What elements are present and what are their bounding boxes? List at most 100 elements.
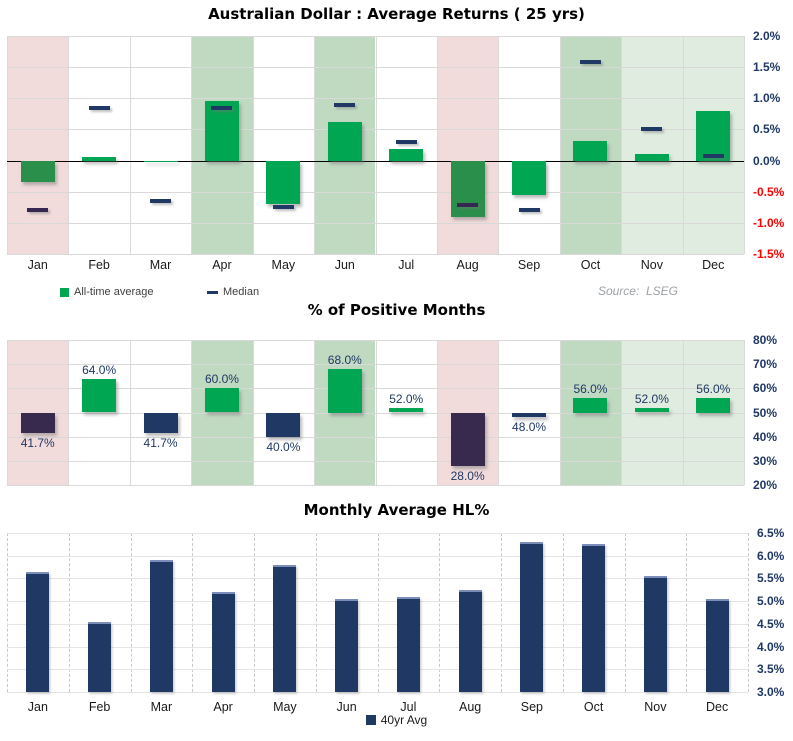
month-label-nov: Nov: [644, 700, 667, 714]
ytick-6.5%: 6.5%: [757, 526, 785, 540]
gridline-3.5%: [7, 669, 748, 671]
ytick-40%: 40%: [753, 429, 778, 444]
column-separator: [68, 36, 70, 254]
hl-bar-feb: [88, 621, 112, 692]
avg-bar-jan: [20, 160, 55, 183]
column-separator: [686, 533, 688, 692]
pct-label-jun: 68.0%: [327, 353, 362, 367]
month-label-aug: Aug: [456, 258, 479, 272]
ytick--1.5%: -1.5%: [753, 247, 785, 261]
gridline-70%: [7, 364, 744, 366]
gridline-5.0%: [7, 601, 748, 603]
month-label-jul: Jul: [400, 700, 417, 714]
positive-months-chart-title: % of Positive Months: [307, 301, 486, 319]
ytick-70%: 70%: [753, 357, 778, 372]
gridline-6.5%: [7, 533, 748, 534]
column-separator: [744, 340, 745, 485]
ytick-4.5%: 4.5%: [757, 616, 785, 631]
avg-bar-apr: [204, 101, 239, 161]
column-separator: [748, 533, 749, 692]
column-separator: [375, 36, 377, 254]
ytick-50%: 50%: [753, 405, 778, 420]
hl-bar-apr: [211, 592, 235, 692]
month-label-nov: Nov: [640, 258, 663, 272]
gridline-30%: [7, 460, 744, 462]
gridline-50%: [7, 412, 744, 414]
ytick-5.5%: 5.5%: [757, 571, 785, 586]
column-bg-jan: [7, 36, 69, 254]
median-dash-sep: [518, 208, 540, 213]
column-bg-aug: [436, 36, 499, 254]
column-separator: [744, 36, 745, 254]
pct-bar-jun: [327, 369, 362, 413]
returns-month-axis: Jan Feb Mar Apr May Jun Jul Aug Sep Oct Nov Dec: [7, 257, 744, 273]
ytick-80%: 80%: [753, 333, 778, 347]
pct-label-nov: 52.0%: [634, 391, 669, 406]
ytick-0.5%: 0.5%: [753, 122, 781, 137]
pct-bar-jul: [389, 407, 424, 413]
column-separator: [192, 533, 194, 692]
pct-label-jan: 41.7%: [20, 435, 55, 450]
month-label-apr: Apr: [213, 700, 233, 714]
hl-legend: 40yr Avg: [0, 713, 793, 727]
pct-bar-jan: [20, 412, 55, 433]
column-separator: [621, 36, 623, 254]
month-label-dec: Dec: [706, 700, 729, 714]
zero-axis-line: [7, 160, 744, 163]
column-separator: [129, 36, 131, 254]
pct-label-dec: 56.0%: [696, 382, 731, 396]
column-separator: [191, 36, 193, 254]
month-label-mar: Mar: [149, 258, 172, 272]
gridline-4.5%: [7, 623, 748, 625]
hl-series-label: 40yr Avg: [380, 713, 428, 727]
pct-label-mar: 41.7%: [143, 435, 178, 450]
month-label-dec: Dec: [702, 258, 725, 272]
pct-bar-feb: [82, 378, 117, 413]
month-label-mar: Mar: [150, 700, 173, 714]
month-label-jun: Jun: [336, 700, 357, 714]
returns-chart-title: Australian Dollar : Average Returns ( 25…: [208, 5, 585, 23]
gridline-80%: [7, 340, 744, 341]
median-dash-may: [272, 205, 294, 210]
avg-bar-nov: [634, 154, 669, 161]
hl-bar-sep: [520, 542, 544, 692]
column-bg-nov: [621, 36, 683, 254]
column-separator: [501, 533, 502, 692]
month-label-jun: Jun: [334, 258, 355, 272]
pct-bar-apr: [204, 388, 239, 413]
ytick-30%: 30%: [753, 453, 778, 468]
pct-label-jul: 52.0%: [389, 391, 424, 406]
hl-chart-title: Monthly Average HL%: [303, 501, 490, 519]
month-label-jan: Jan: [27, 258, 48, 272]
month-label-jan: Jan: [27, 700, 48, 714]
avg-bar-jun: [327, 121, 362, 161]
gridline--1.5%: [7, 254, 744, 255]
month-label-may: May: [271, 258, 296, 272]
column-separator: [562, 533, 564, 692]
column-separator: [315, 533, 317, 692]
ytick-3.0%: 3.0%: [757, 685, 785, 699]
month-label-oct: Oct: [580, 258, 601, 272]
median-dash-jun: [334, 102, 356, 107]
median-dash-dec: [702, 153, 724, 158]
ytick-6.0%: 6.0%: [757, 548, 785, 563]
hl-bar-aug: [458, 589, 482, 692]
hl-bar-jul: [396, 596, 420, 692]
column-separator: [314, 36, 316, 254]
gridline-2.0%: [7, 36, 744, 37]
column-separator: [68, 533, 70, 692]
month-label-feb: Feb: [88, 258, 110, 272]
pct-label-apr: 60.0%: [204, 372, 239, 387]
median-dash-apr: [211, 105, 233, 110]
median-series-label: Median: [223, 286, 260, 298]
column-separator: [624, 533, 626, 692]
pct-bar-oct: [573, 398, 608, 413]
ytick-3.5%: 3.5%: [757, 662, 785, 677]
gridline-20%: [7, 485, 744, 486]
median-dash-mar: [150, 199, 172, 204]
month-label-sep: Sep: [520, 700, 543, 714]
column-separator: [498, 36, 500, 254]
avg-bar-may: [266, 160, 301, 205]
month-label-feb: Feb: [88, 700, 111, 714]
column-separator: [682, 36, 684, 254]
